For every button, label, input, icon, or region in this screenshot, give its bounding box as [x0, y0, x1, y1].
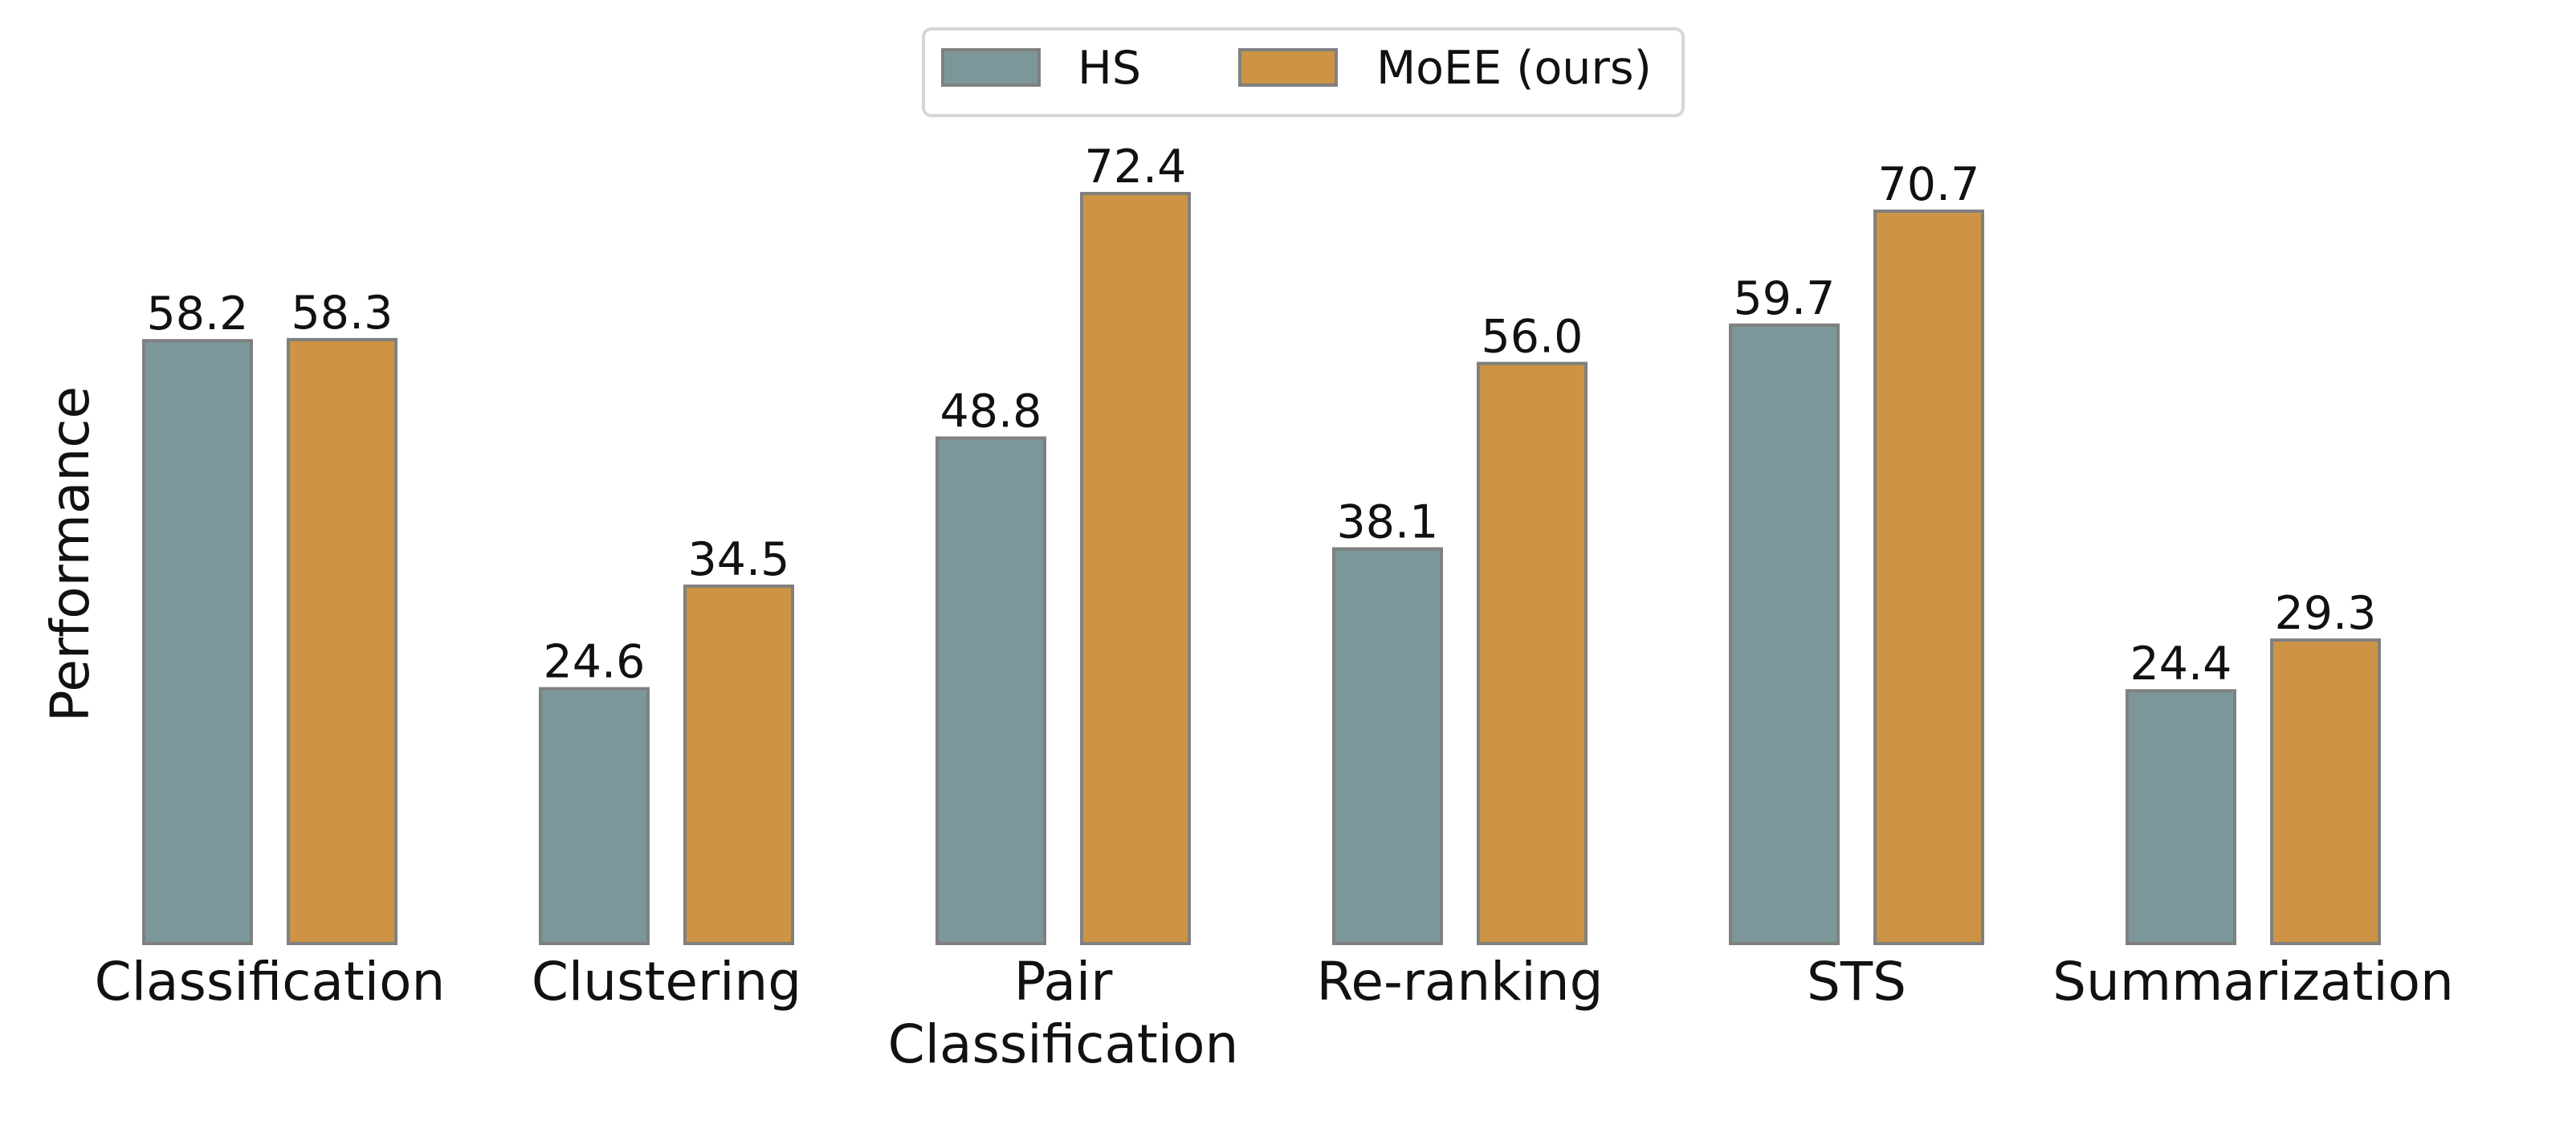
x-tick-label: Summarization	[2052, 951, 2454, 1013]
x-tick-label: Re-ranking	[1316, 951, 1603, 1013]
bar-hs-5	[2126, 689, 2236, 945]
bar-hs-3	[1332, 547, 1443, 945]
value-label: 59.7	[1734, 272, 1836, 325]
legend: HS MoEE (ours)	[922, 27, 1685, 117]
bar-moee-ours-0	[287, 337, 397, 945]
value-label: 70.7	[1878, 158, 1980, 211]
bar-moee-ours-2	[1080, 192, 1191, 946]
value-label: 38.1	[1337, 496, 1439, 549]
value-label: 56.0	[1482, 311, 1584, 364]
value-label: 58.2	[147, 287, 249, 340]
value-label: 29.3	[2275, 587, 2377, 640]
bar-moee-ours-4	[1873, 209, 1984, 946]
legend-swatch	[941, 48, 1041, 87]
value-label: 72.4	[1085, 141, 1187, 194]
x-tick-label: Pair Classification	[888, 951, 1239, 1075]
bar-moee-ours-3	[1477, 361, 1588, 946]
value-labels-layer: 58.2 58.3 24.6 34.5 48.8 72.4 38.1 56.0 59.7 70.7…	[147, 141, 2377, 691]
bar-hs-4	[1729, 323, 1840, 945]
bars-layer	[142, 192, 2381, 946]
value-label: 24.6	[544, 636, 646, 689]
bar-moee-ours-1	[683, 584, 794, 945]
legend-items: HS MoEE (ours)	[941, 42, 1652, 95]
value-label: 24.4	[2130, 638, 2232, 691]
y-axis-title: Performance	[39, 386, 101, 722]
bar-hs-2	[935, 436, 1046, 945]
legend-label: MoEE (ours)	[1376, 42, 1652, 95]
x-tick-label: Classification	[95, 951, 446, 1013]
value-label: 34.5	[688, 533, 790, 586]
x-tick-label: STS	[1807, 951, 1906, 1013]
bar-hs-1	[539, 687, 650, 945]
bar-moee-ours-5	[2270, 638, 2381, 946]
bar-hs-0	[142, 339, 253, 946]
x-tick-label: Clustering	[532, 951, 801, 1013]
legend-label: HS	[1078, 42, 1141, 95]
value-label: 58.3	[291, 287, 393, 340]
legend-swatch	[1238, 48, 1338, 87]
value-label: 48.8	[940, 385, 1042, 438]
x-tick-labels: Classification Clustering Pair Classificati…	[95, 951, 2454, 1075]
